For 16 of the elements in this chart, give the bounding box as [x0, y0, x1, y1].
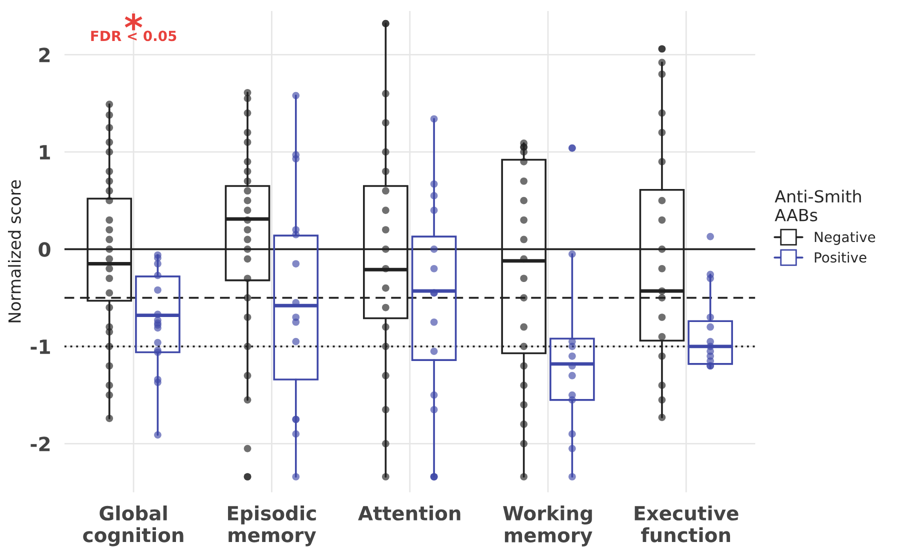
y-tick-label: 0 — [38, 242, 50, 257]
legend-label: Positive — [814, 252, 866, 263]
x-tick-label: Attention — [358, 505, 460, 521]
x-tick-label: Executive function — [634, 505, 738, 542]
annotation: FDR < 0.05 — [91, 30, 176, 42]
annotation: * — [124, 14, 142, 30]
x-tick-label: Working memory — [503, 505, 592, 546]
legend-title: Anti-Smith AABs — [774, 190, 861, 222]
y-tick-label: 1 — [40, 145, 50, 160]
x-tick-label: Episodic memory — [228, 505, 316, 546]
y-axis-title: Normalized score — [8, 180, 21, 322]
y-tick-label: 2 — [39, 48, 50, 62]
x-tick-label: Global cognition — [83, 505, 184, 546]
y-tick-label: -2 — [30, 436, 50, 452]
legend-label: Negative — [814, 232, 876, 245]
y-tick-label: -1 — [30, 340, 50, 354]
